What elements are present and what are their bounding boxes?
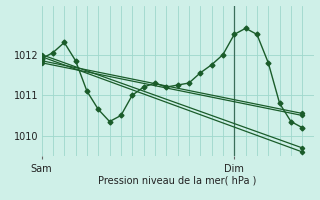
- X-axis label: Pression niveau de la mer( hPa ): Pression niveau de la mer( hPa ): [99, 175, 257, 185]
